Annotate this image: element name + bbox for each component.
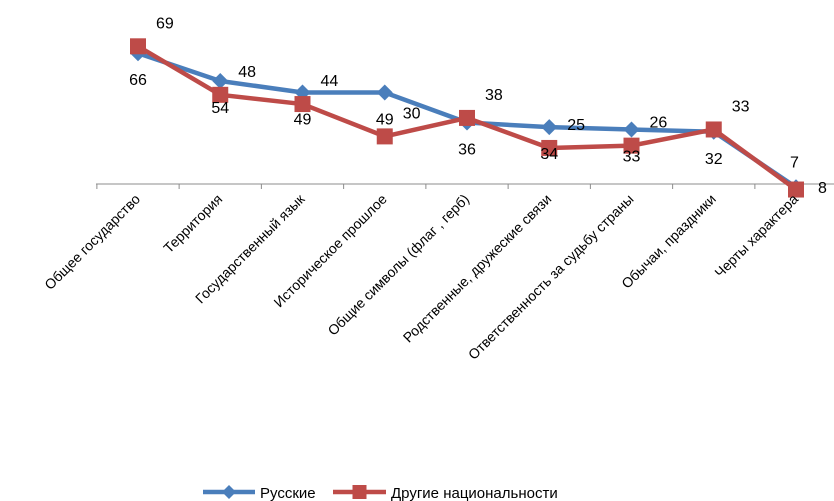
data-point-diamond — [541, 119, 558, 136]
data-point-diamond — [376, 84, 393, 101]
legend-item: Русские — [203, 485, 316, 501]
legend-item: Другие национальности — [333, 485, 558, 501]
x-axis-tick-label: Обычаи, праздники — [618, 191, 719, 292]
legend-label: Другие национальности — [391, 485, 558, 501]
data-label: 25 — [567, 117, 585, 134]
data-point-square — [130, 38, 146, 55]
data-label: 34 — [540, 146, 558, 163]
x-axis-tick-label: Территория — [160, 191, 225, 256]
series-layer — [130, 38, 804, 198]
data-label: 8 — [818, 180, 827, 197]
x-axis-tick-label: Родственные, дружеские связи — [400, 191, 555, 346]
data-label: 33 — [623, 148, 641, 165]
data-label: 66 — [129, 72, 147, 89]
x-axis — [96, 183, 834, 189]
data-point-square — [294, 96, 311, 113]
data-point-square — [705, 121, 722, 138]
data-label: 7 — [790, 155, 799, 172]
data-point-square — [541, 139, 558, 156]
data-point-square — [788, 181, 804, 198]
data-point-square — [623, 137, 640, 154]
legend: Русские Другие национальности — [203, 485, 558, 501]
data-label: 48 — [238, 64, 256, 81]
data-point-square — [212, 86, 229, 103]
data-label: 26 — [650, 115, 668, 132]
data-point-square — [459, 109, 475, 126]
x-axis-tick-labels: Общее государство ТерриторияГосударственн… — [41, 190, 801, 362]
data-label: 38 — [485, 87, 503, 104]
data-label: 44 — [321, 73, 339, 90]
x-axis-tick-label: Ответственность за судьбу страны — [465, 191, 637, 363]
data-label: 33 — [732, 98, 750, 115]
data-label: 54 — [211, 100, 229, 117]
data-label: 69 — [156, 15, 174, 32]
data-label: 49 — [376, 112, 394, 129]
x-axis-tick-label: Общие символы (флаг , герб) — [324, 191, 472, 339]
data-label: 30 — [403, 105, 421, 122]
x-axis-tick-label: Черты характера — [711, 191, 801, 281]
data-label: 32 — [705, 151, 723, 168]
data-point-square — [376, 128, 393, 145]
legend-marker-diamond — [222, 485, 236, 499]
legend-marker-square — [352, 485, 367, 499]
legend-label: Русские — [260, 485, 316, 501]
data-point-diamond — [623, 121, 640, 138]
series-other-nationalities — [130, 38, 804, 198]
data-label: 36 — [458, 142, 476, 159]
data-point-diamond — [212, 72, 229, 89]
data-label: 49 — [294, 112, 312, 129]
x-axis-tick-label: Общее государство — [41, 191, 143, 293]
data-labels: 66 54 49 49 36 34 33 32 8 69 48 44 30 38 25 26 33 7 — [129, 15, 827, 197]
